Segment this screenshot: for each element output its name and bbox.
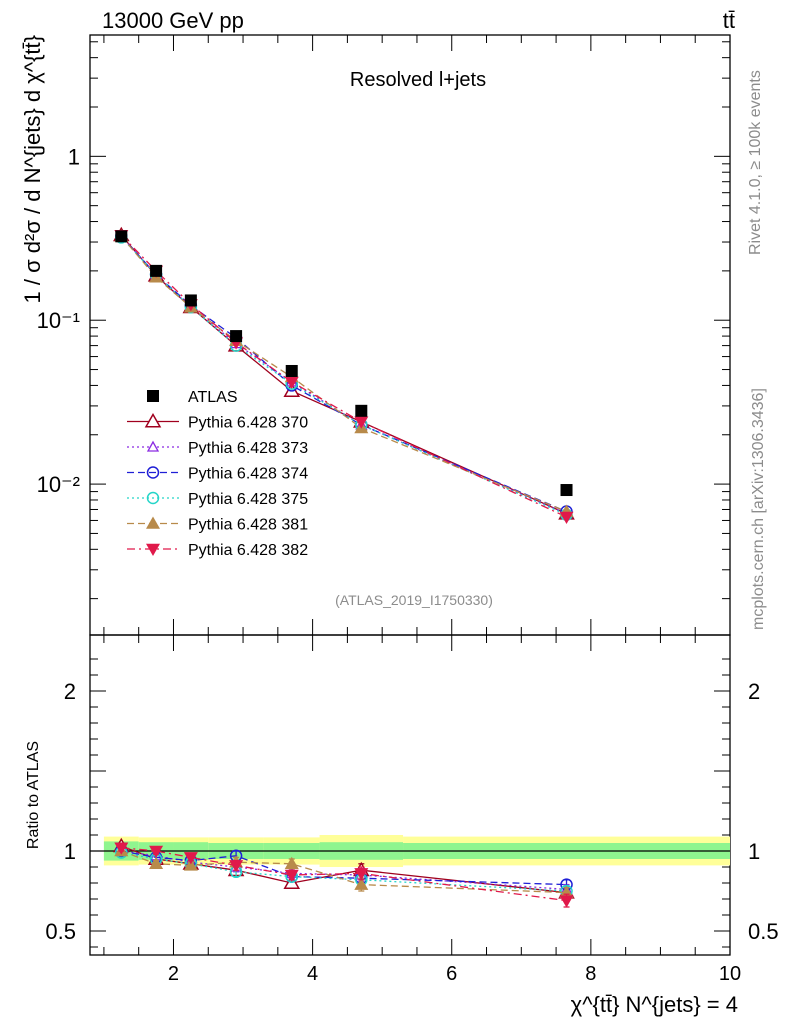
main-panel-frame [89,34,731,636]
main-data-layer [113,226,575,524]
tick-layer: 1 10⁻¹ 10⁻² 2 4 6 8 10 0.5 0.5 1 1 2 2 [37,35,779,985]
rivet-label: Rivet 4.1.0, ≥ 100k events [747,70,764,255]
atlas-data-point [355,404,368,417]
ratio-series-point [284,869,299,882]
ratio-series-point [229,860,244,873]
main-y-tick-label: 10⁻¹ [37,308,80,333]
main-y-tick-label: 10⁻² [37,472,80,497]
legend-marker [144,412,162,428]
legend-marker [147,390,159,402]
x-tick-label: 4 [307,963,318,985]
legend-item: Pythia 6.428 381 [127,516,308,534]
x-tick-label: 10 [719,963,741,985]
plot-title: Resolved l+jets [350,69,486,91]
ratio-y-tick-label: 2 [64,679,76,704]
legend-label: Pythia 6.428 373 [188,440,308,457]
legend-label: Pythia 6.428 370 [188,415,308,432]
atlas-data-point [285,364,298,377]
atlas-data-point [184,294,197,307]
ratio-series-point [149,845,164,858]
legend-item: Pythia 6.428 370 [127,412,308,432]
ratio-series-point [183,852,198,865]
ratio-series-point [354,877,369,890]
legend-marker [146,466,160,479]
ratio-y-tick-label-right: 1 [748,839,760,864]
reference-label: (ATLAS_2019_I1750330) [335,592,493,608]
atlas-data-point [230,330,243,343]
main-series-point [284,376,299,389]
legend-marker [146,516,160,529]
ratio-y-tick-label-right: 0.5 [748,919,779,944]
main-series-point [559,511,574,524]
x-axis-label: χ^{tt̄} N^{jets} = 4 [571,992,738,1017]
ratio-panel-frame [89,634,731,956]
legend-item: Pythia 6.428 374 [127,466,308,483]
legend-label: Pythia 6.428 381 [188,517,308,534]
ratio-y-tick-label-right: 2 [748,679,760,704]
legend-item: Pythia 6.428 373 [127,440,308,457]
legend-label: Pythia 6.428 374 [188,466,308,483]
main-series-point [354,416,369,429]
atlas-data-point [150,264,163,277]
ratio-y-axis-label: Ratio to ATLAS [25,741,42,849]
legend-marker [146,543,160,556]
legend-item: Pythia 6.428 375 [127,491,308,508]
main-y-tick-label: 1 [68,144,80,169]
mcplots-label: mcplots.cern.ch [arXiv:1306.3436] [750,388,767,630]
legend-item: ATLAS [147,389,238,406]
legend-marker [146,440,160,452]
ratio-series-point [559,885,574,898]
main-y-axis-label: 1 / σ d²σ / d N^{jets} d χ^{tt̄} [20,35,45,303]
header-right: tt̄ [723,8,735,33]
legend-label: Pythia 6.428 375 [188,491,308,508]
atlas-data-point [560,484,573,497]
atlas-data-point [115,230,128,243]
ratio-series-point [114,842,129,855]
header-left: 13000 GeV pp [102,8,244,33]
x-tick-label: 2 [168,963,179,985]
legend-item: Pythia 6.428 382 [127,542,308,559]
x-tick-label: 6 [446,963,457,985]
legend: ATLAS Pythia 6.428 370 Pythia 6.428 373 Pyt… [127,389,308,559]
ratio-y-tick-label: 0.5 [45,919,76,944]
ratio-series-point [183,858,198,871]
legend-label: Pythia 6.428 382 [188,542,308,559]
legend-marker [146,491,160,505]
x-tick-label: 8 [585,963,596,985]
ratio-series-point [149,856,164,870]
ratio-y-tick-label: 1 [64,839,76,864]
ratio-series-point [354,868,369,881]
ratio-series-point [284,856,299,870]
ratio-data-layer [113,837,575,908]
ratio-series-point [559,895,574,908]
legend-label: ATLAS [188,389,238,406]
